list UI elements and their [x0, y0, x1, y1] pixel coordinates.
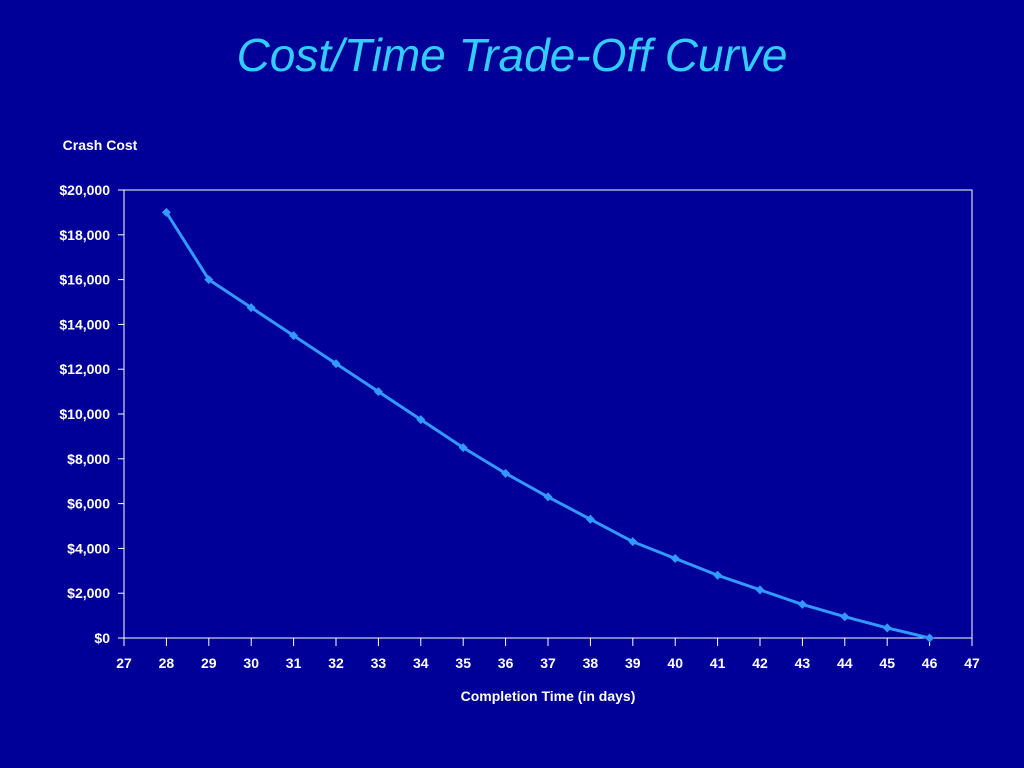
x-tick-label: 44: [837, 655, 853, 671]
data-point-marker: [797, 599, 807, 609]
data-point-marker: [755, 585, 765, 595]
x-tick-label: 37: [540, 655, 556, 671]
x-tick-label: 46: [922, 655, 938, 671]
x-tick-label: 45: [879, 655, 895, 671]
x-tick-label: 29: [201, 655, 217, 671]
y-tick-label: $6,000: [67, 496, 110, 512]
x-tick-label: 39: [625, 655, 641, 671]
x-tick-label: 47: [964, 655, 980, 671]
data-point-marker: [331, 359, 341, 369]
x-tick-label: 30: [243, 655, 259, 671]
y-tick-label: $2,000: [67, 585, 110, 601]
x-tick-label: 34: [413, 655, 429, 671]
x-tick-label: 42: [752, 655, 768, 671]
data-point-marker: [204, 275, 214, 285]
y-tick-label: $8,000: [67, 451, 110, 467]
x-tick-label: 41: [710, 655, 726, 671]
y-tick-label: $14,000: [59, 316, 110, 332]
x-tick-label: 36: [498, 655, 514, 671]
y-tick-label: $12,000: [59, 361, 110, 377]
data-point-marker: [713, 570, 723, 580]
x-tick-label: 28: [159, 655, 175, 671]
plot-area: [123, 189, 973, 639]
data-point-marker: [458, 443, 468, 453]
y-tick-label: $18,000: [59, 227, 110, 243]
x-axis-title: Completion Time (in days): [461, 688, 636, 704]
data-point-marker: [670, 553, 680, 563]
data-point-marker: [416, 415, 426, 425]
x-tick-label: 33: [371, 655, 387, 671]
x-tick-label: 31: [286, 655, 302, 671]
x-axis: 27 28 29 30 31 32 33 34 35 36 37 38 39 40 41 42 43 44 45 46…: [116, 638, 980, 671]
y-tick-label: $16,000: [59, 272, 110, 288]
data-point-marker: [246, 303, 256, 313]
x-tick-label: 27: [116, 655, 132, 671]
series-crash-cost: [161, 207, 935, 643]
data-point-marker: [543, 492, 553, 502]
y-tick-label: $4,000: [67, 540, 110, 556]
x-tick-label: 43: [795, 655, 811, 671]
data-point-marker: [501, 468, 511, 478]
x-tick-label: 38: [583, 655, 599, 671]
y-tick-label: $20,000: [59, 182, 110, 198]
data-point-marker: [925, 633, 935, 643]
y-tick-label: $0: [94, 630, 110, 646]
x-tick-label: 32: [328, 655, 344, 671]
data-point-marker: [373, 387, 383, 397]
x-tick-label: 40: [667, 655, 683, 671]
x-tick-label: 35: [455, 655, 471, 671]
data-point-marker: [161, 207, 171, 217]
data-point-marker: [585, 514, 595, 524]
data-point-marker: [289, 331, 299, 341]
data-point-marker: [882, 623, 892, 633]
series-line: [165, 211, 930, 640]
slide-title: Cost/Time Trade-Off Curve: [236, 29, 788, 81]
data-point-marker: [628, 537, 638, 547]
y-axis: $0 $2,000 $4,000 $6,000 $8,000 $10,000 $12,000…: [59, 182, 124, 646]
y-tick-label: $10,000: [59, 406, 110, 422]
y-axis-title: Crash Cost: [63, 137, 138, 153]
data-point-marker: [840, 612, 850, 622]
